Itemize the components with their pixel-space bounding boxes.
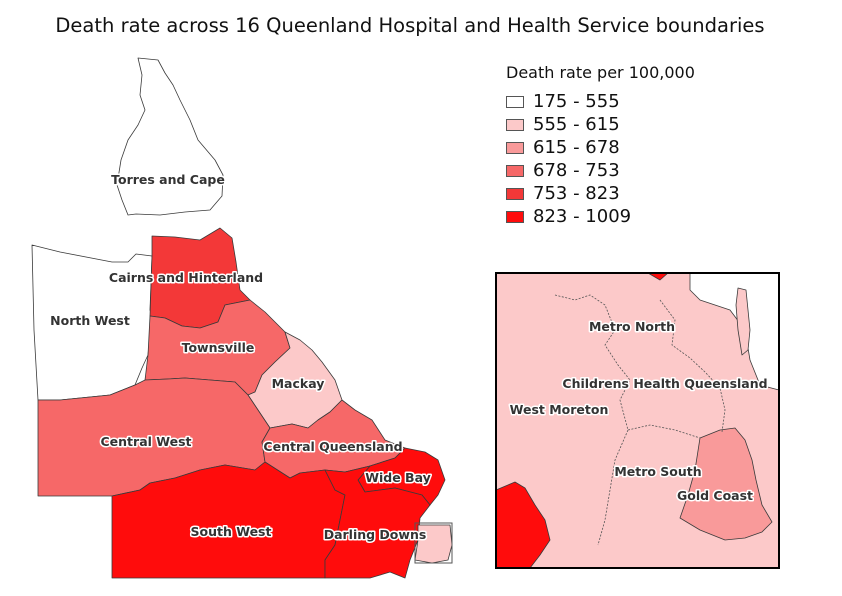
label-gold-coast: Gold Coast	[677, 488, 753, 503]
label-townsville: Townsville	[182, 340, 255, 355]
inset-frame	[495, 272, 780, 569]
label-metro-south: Metro South	[614, 464, 701, 479]
legend-range-label: 615 - 678	[533, 137, 620, 158]
label-central-queensland: Central Queensland	[263, 439, 402, 454]
legend-title: Death rate per 100,000	[506, 63, 695, 82]
label-central-west: Central West	[101, 434, 192, 449]
inset-boundary-north	[659, 299, 726, 433]
inset-region-gold-coast[interactable]	[679, 427, 773, 541]
legend-item: 678 - 753	[506, 159, 620, 182]
inset-map: Metro North Childrens Health Queensland …	[495, 272, 780, 569]
legend-range-label: 175 - 555	[533, 91, 620, 112]
inset-boundary-west	[554, 294, 631, 546]
label-darling-downs: Darling Downs	[324, 527, 427, 542]
label-cairns-and-hinterland: Cairns and Hinterland	[109, 270, 263, 285]
label-mackay: Mackay	[272, 376, 325, 391]
inset-region-island	[735, 287, 751, 356]
label-north-west: North West	[50, 313, 130, 328]
legend-range-label: 678 - 753	[533, 160, 620, 181]
region-torres-and-cape[interactable]	[116, 57, 224, 216]
legend-swatch	[506, 95, 524, 108]
legend-item: 823 - 1009	[506, 205, 631, 228]
legend-range-label: 823 - 1009	[533, 206, 632, 227]
legend-range-label: 753 - 823	[533, 183, 620, 204]
label-south-west: South West	[191, 524, 272, 539]
legend-item: 753 - 823	[506, 182, 620, 205]
legend-item: 555 - 615	[506, 113, 620, 136]
legend-swatch	[506, 187, 524, 200]
region-south-east-corner[interactable]	[414, 524, 453, 564]
inset-boundary-south	[627, 424, 701, 439]
inset-locator-box	[414, 522, 453, 564]
region-darling-downs[interactable]	[324, 465, 431, 579]
label-wide-bay: Wide Bay	[365, 470, 431, 485]
legend-swatch	[506, 164, 524, 177]
map-title: Death rate across 16 Queenland Hospital …	[55, 14, 765, 37]
label-childrens-health-queensland: Childrens Health Queensland	[562, 376, 767, 391]
legend-swatch	[506, 141, 524, 154]
legend-item: 615 - 678	[506, 136, 620, 159]
label-metro-north: Metro North	[589, 319, 675, 334]
legend-swatch	[506, 210, 524, 223]
legend-range-label: 555 - 615	[533, 114, 620, 135]
label-torres-and-cape: Torres and Cape	[111, 172, 225, 187]
legend-swatch	[506, 118, 524, 131]
legend-item: 175 - 555	[506, 90, 620, 113]
label-west-moreton: West Moreton	[510, 402, 609, 417]
